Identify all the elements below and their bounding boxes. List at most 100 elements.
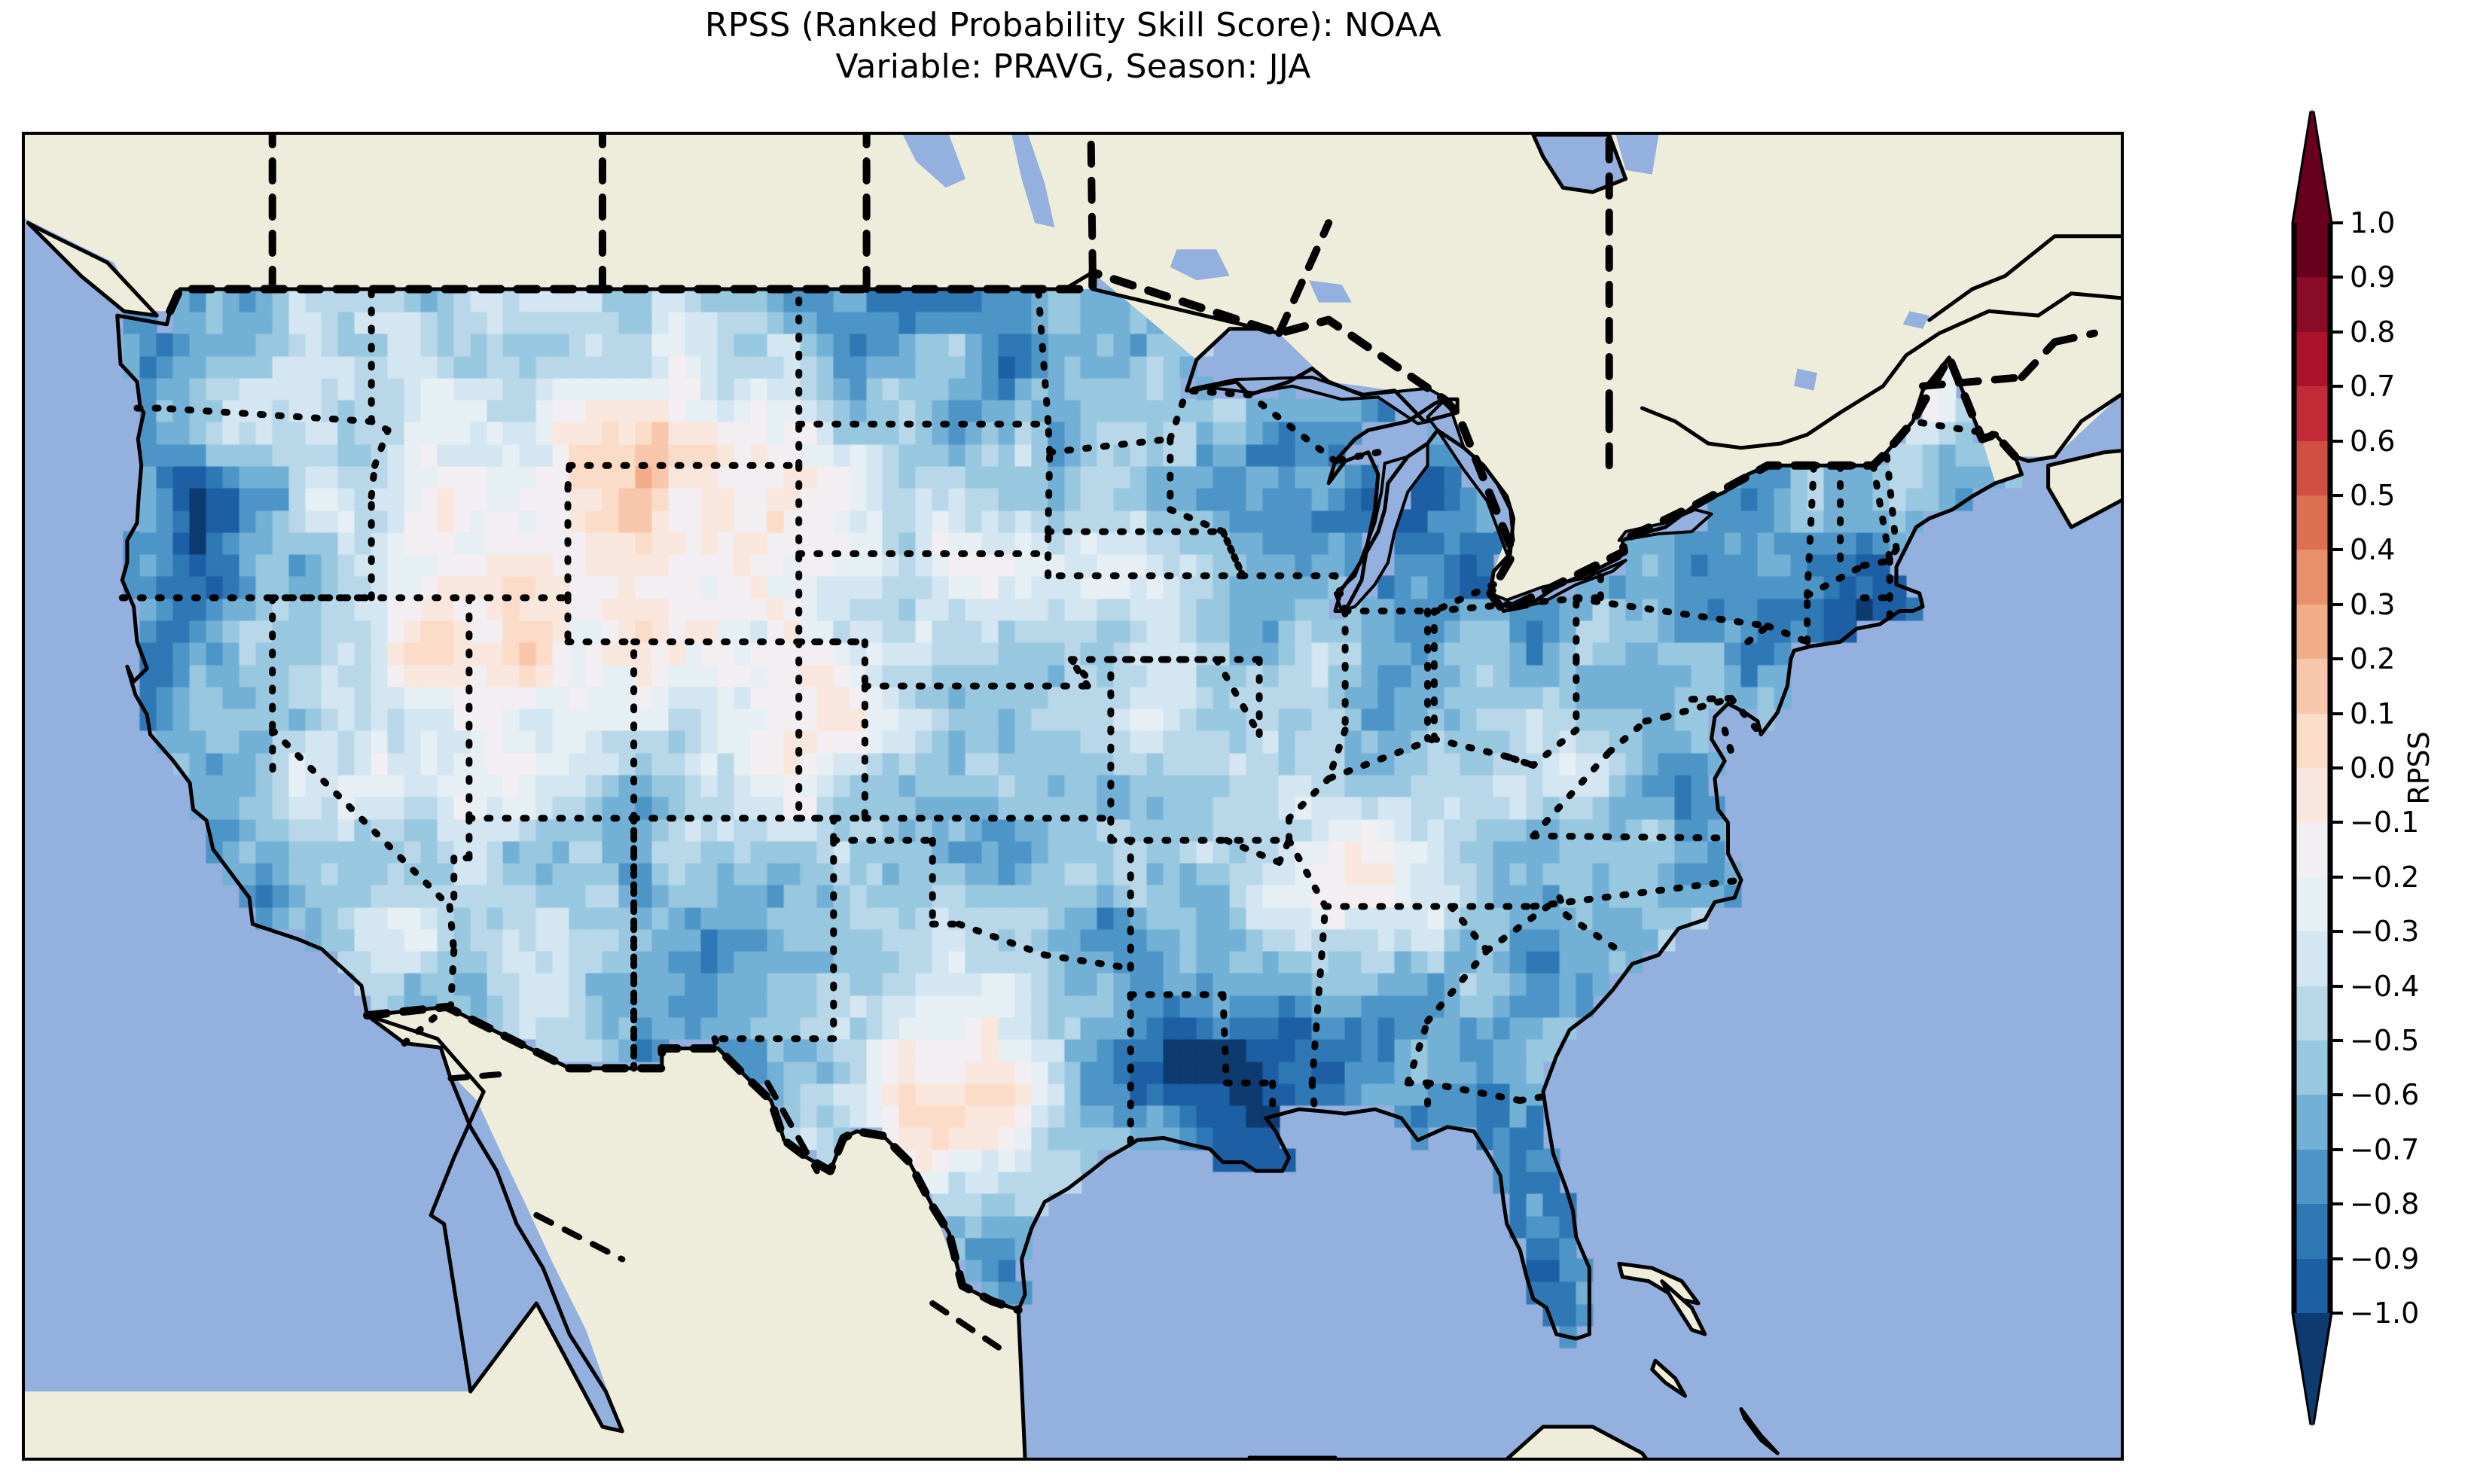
colorbar-band xyxy=(2294,1095,2330,1150)
colorbar-tick xyxy=(2330,276,2343,279)
state-border-78 xyxy=(1325,735,1438,782)
colorbar-band xyxy=(2294,1149,2330,1205)
colorbar-tick xyxy=(2330,1093,2343,1097)
canada-province-border-2 xyxy=(1087,135,1097,276)
chart-title: RPSS (Ranked Probability Skill Score): N… xyxy=(0,5,2146,88)
abaco xyxy=(1660,1279,1707,1336)
colorbar-tick-label: 0.6 xyxy=(2350,424,2396,458)
state-border-9 xyxy=(269,727,453,910)
country-border-group xyxy=(166,135,2098,1351)
state-border-66 xyxy=(1563,912,1630,958)
colorbar-tick-label: −0.6 xyxy=(2350,1078,2420,1112)
state-border-102 xyxy=(1045,449,1054,535)
colorbar-band xyxy=(2294,1041,2330,1096)
state-border-110 xyxy=(1219,528,1246,580)
state-border-59 xyxy=(1424,1079,1524,1105)
state-border-128 xyxy=(1430,580,1497,614)
canada-landmask xyxy=(25,135,2121,611)
inland-lake-0 xyxy=(1011,135,1055,227)
colorbar-band xyxy=(2294,931,2330,987)
colorbar-band xyxy=(2294,440,2330,496)
state-border-125 xyxy=(1503,753,1537,769)
baja-coastline xyxy=(365,1013,624,1434)
state-border-62 xyxy=(1424,947,1490,1025)
state-border-10 xyxy=(446,903,458,954)
title-line-2: Variable: PRAVG, Season: JJA xyxy=(835,47,1311,87)
state-border-136 xyxy=(1883,449,1900,553)
state-border-22 xyxy=(564,462,573,491)
colorbar-tick xyxy=(2330,1312,2343,1315)
colorbar-tick-label: 0.7 xyxy=(2350,370,2396,404)
inland-lake-5 xyxy=(1794,368,1817,391)
inland-lake-6 xyxy=(1902,311,1929,329)
state-border-119 xyxy=(1222,836,1283,866)
james-bay xyxy=(1531,135,1628,194)
nova-scotia xyxy=(2046,449,2121,529)
colorbar-band xyxy=(2294,822,2330,878)
state-border-88 xyxy=(1859,556,1900,569)
colorbar-band xyxy=(2294,768,2330,824)
inland-lake-4 xyxy=(1615,135,1659,175)
state-border-124 xyxy=(1286,836,1329,910)
colorbar-tick-label: −0.7 xyxy=(2350,1132,2420,1166)
colorbar-band xyxy=(2294,713,2330,769)
colorbar-label: RPSS xyxy=(2402,731,2436,805)
colorbar-tick xyxy=(2330,657,2343,661)
state-border-98 xyxy=(1332,572,1349,614)
canada-province-border-3 xyxy=(1275,219,1333,337)
colorbar-tick-label: 1.0 xyxy=(2350,206,2396,239)
state-border-11 xyxy=(447,947,458,1010)
colorbar-tick xyxy=(2330,984,2343,988)
state-border-114 xyxy=(1067,656,1091,690)
map-axes xyxy=(22,132,2124,1461)
state-border-67 xyxy=(1530,876,1745,910)
colorbar-band xyxy=(2294,604,2330,660)
state-border-3 xyxy=(371,426,392,469)
long-island-bahamas xyxy=(1739,1407,1780,1455)
st-lawrence-river xyxy=(1640,291,2121,450)
colorbar-max-arrow xyxy=(2294,108,2330,223)
colorbar-tick-label: −0.1 xyxy=(2350,806,2420,840)
state-border-2 xyxy=(368,462,379,500)
colorbar-tick xyxy=(2330,330,2343,334)
state-border-130 xyxy=(1246,392,1339,465)
state-border-50 xyxy=(1219,991,1230,1086)
colorbar-tick-label: −0.9 xyxy=(2350,1242,2420,1275)
colorbar-tick-label: 0.2 xyxy=(2350,642,2396,676)
colorbar-band xyxy=(2294,223,2330,279)
colorbar-bands xyxy=(2294,223,2330,1314)
colorbar-tick xyxy=(2330,221,2343,224)
colorbar-tick-label: −1.0 xyxy=(2350,1297,2420,1330)
state-border-89 xyxy=(1804,462,1817,599)
colorbar-tick-label: 0.0 xyxy=(2350,751,2396,785)
colorbar-tick xyxy=(2330,1039,2343,1042)
grand-bahama xyxy=(1617,1261,1701,1306)
state-border-103 xyxy=(1045,418,1054,456)
canada-province-border-7 xyxy=(2018,338,2059,382)
colorbar-tick xyxy=(2330,875,2343,879)
vancouver-island xyxy=(26,221,159,318)
canada-province-border-8 xyxy=(2051,329,2098,346)
state-border-83 xyxy=(1573,595,1771,629)
colorbar-tick-label: 0.9 xyxy=(2350,261,2396,294)
colorbar-band xyxy=(2294,986,2330,1041)
mexico-state-border-3 xyxy=(929,1300,1002,1351)
colorbar-band xyxy=(2294,386,2330,442)
state-border-61 xyxy=(1404,1017,1432,1086)
colorbar-band xyxy=(2294,550,2330,605)
state-border-55 xyxy=(1308,903,1329,1086)
title-line-1: RPSS (Ranked Probability Skill Score): N… xyxy=(704,6,1442,44)
inland-lake-1 xyxy=(902,135,966,188)
colorbar-band xyxy=(2294,331,2330,388)
state-border-6 xyxy=(157,404,375,425)
colorbar-tick-label: −0.5 xyxy=(2350,1024,2420,1057)
colorbar-tick xyxy=(2330,602,2343,606)
colorbar-tick xyxy=(2330,1257,2343,1260)
state-border-137 xyxy=(1909,418,1999,438)
colorbar-tick-label: 0.1 xyxy=(2350,696,2396,730)
state-border-84 xyxy=(1744,622,1771,645)
colorbar-band xyxy=(2294,1258,2330,1314)
state-border-87 xyxy=(1804,562,1867,599)
state-border-104 xyxy=(1035,285,1052,425)
